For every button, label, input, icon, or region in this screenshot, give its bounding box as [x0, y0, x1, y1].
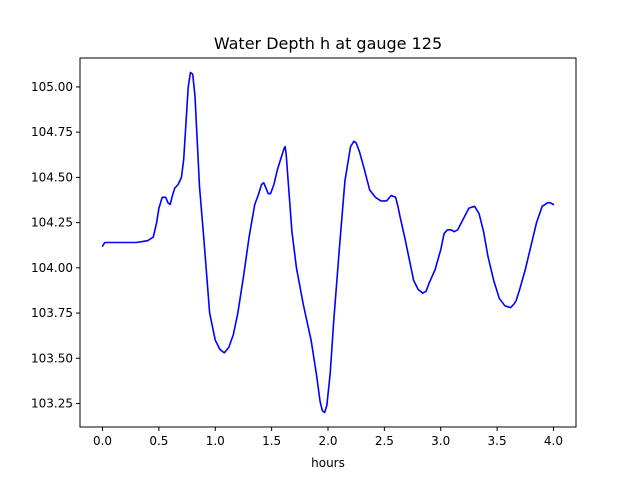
- y-tick-label: 103.75: [31, 306, 73, 320]
- x-tick-label: 3.5: [488, 434, 507, 448]
- x-tick-label: 0.5: [149, 434, 168, 448]
- x-axis: 0.0 0.5 1.0 1.5 2.0 2.5 3.0 3.5 4.0: [93, 427, 563, 448]
- x-axis-label: hours: [311, 456, 345, 470]
- series-line-0: [101, 71, 555, 414]
- x-tick-label: 1.5: [262, 434, 281, 448]
- y-tick-label: 104.50: [31, 170, 73, 184]
- y-tick-label: 104.25: [31, 216, 73, 230]
- chart-title: Water Depth h at gauge 125: [214, 34, 442, 53]
- x-tick-label: 2.0: [318, 434, 337, 448]
- x-tick-label: 0.0: [93, 434, 112, 448]
- axes-frame: [79, 57, 577, 428]
- y-tick-label: 105.00: [31, 80, 73, 94]
- x-tick-label: 1.0: [206, 434, 225, 448]
- x-tick-label: 4.0: [544, 434, 563, 448]
- y-tick-label: 103.50: [31, 351, 73, 365]
- y-tick-label: 104.00: [31, 261, 73, 275]
- y-axis: 103.25 103.50 103.75 104.00 104.25 104.50 104.…: [31, 80, 80, 410]
- y-tick-label: 103.25: [31, 396, 73, 410]
- x-tick-label: 3.0: [431, 434, 450, 448]
- plot-area: [101, 71, 555, 414]
- y-tick-label: 104.75: [31, 125, 73, 139]
- x-tick-label: 2.5: [375, 434, 394, 448]
